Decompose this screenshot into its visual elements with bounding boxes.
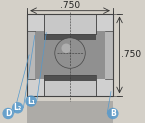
Bar [44,14,96,34]
Bar [27,14,113,96]
Bar [35,31,105,79]
Text: B: B [110,109,116,118]
Bar [44,75,96,96]
Bar [44,75,96,81]
Bar [44,14,96,34]
Circle shape [55,38,85,68]
Text: .750: .750 [121,50,142,59]
Bar [27,101,113,123]
Text: L₂: L₂ [13,103,22,112]
Circle shape [25,95,37,107]
Text: L₁: L₁ [27,97,35,106]
Circle shape [61,44,71,53]
Bar [44,34,96,40]
Circle shape [12,102,23,114]
Bar [27,79,113,96]
Circle shape [107,108,119,119]
Bar [44,75,96,96]
Text: D: D [5,109,11,118]
Text: .750: .750 [60,1,80,10]
Circle shape [2,108,14,119]
Bar [27,14,113,31]
FancyBboxPatch shape [27,14,113,96]
